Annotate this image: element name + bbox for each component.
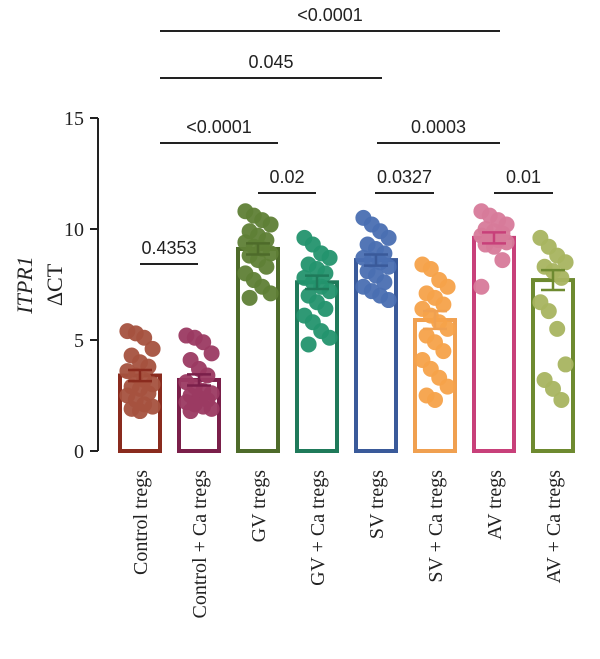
point-7-6 [553,269,570,286]
category-label-3: GV + Ca tregs [307,470,329,586]
point-5-17 [439,378,456,395]
point-3-18 [300,336,317,353]
y-tick-label-10: 10 [64,219,84,241]
point-6-13 [494,252,511,269]
bars-layer [118,235,575,453]
point-2-13 [258,258,275,275]
category-label-2: GV tregs [248,470,270,543]
point-4-3 [380,229,397,246]
point-5-3 [439,278,456,295]
point-2-10 [262,245,279,262]
point-5-6 [435,296,452,313]
point-2-3 [262,216,279,233]
point-3-6 [317,265,334,282]
p-value-label-3: 0.01 [506,167,541,187]
y-tick-label-5: 5 [74,330,84,352]
category-label-7: AV + Ca tregs [543,470,565,584]
category-label-1: Control + Ca tregs [189,470,211,619]
point-5-19 [427,391,443,408]
point-6-14 [473,278,490,295]
category-labels: Control tregs Control + Ca tregs GV tregs G… [130,470,565,619]
category-label-0: Control tregs [130,470,152,575]
y-tick-label-0: 0 [74,441,84,463]
point-2-17 [262,285,279,302]
error-bars-layer [128,231,565,387]
point-5-1 [422,260,439,277]
point-7-8 [540,303,557,320]
point-3-17 [321,329,338,346]
point-7-10 [557,356,574,373]
y-axis-label: ITPR1 ΔCT [12,256,67,314]
point-1-18 [182,403,199,420]
y-tick-label-15: 15 [64,108,84,130]
point-1-2 [195,334,212,351]
point-3-10 [321,283,338,300]
p-value-label-7: <0.0001 [297,5,363,25]
category-label-4: SV tregs [366,470,388,539]
point-7-9 [549,320,566,337]
p-value-label-0: 0.4353 [141,238,196,258]
p-value-label-4: <0.0001 [186,117,252,137]
point-3-3 [321,249,338,266]
point-5-13 [435,343,452,360]
y-axis-label-line2: ΔCT [42,263,67,306]
point-3-13 [317,300,334,317]
p-value-label-5: 0.0003 [411,117,466,137]
point-5-10 [439,320,456,337]
point-4-10 [380,258,397,275]
p-value-label-2: 0.0327 [377,167,432,187]
bar-6 [472,235,516,453]
point-0-3 [144,340,161,357]
point-6-10 [498,234,515,251]
point-1-3 [203,345,220,362]
category-label-6: AV tregs [484,470,506,540]
point-2-18 [241,289,258,306]
point-7-13 [553,391,570,408]
point-7-12 [545,380,561,397]
point-0-17 [144,398,161,415]
point-4-13 [376,274,393,291]
point-4-17 [380,292,397,309]
p-value-label-6: 0.045 [248,52,293,72]
y-axis: 0 5 10 15 [64,108,99,463]
y-axis-label-line1: ITPR1 [12,256,37,314]
point-0-19 [132,403,148,420]
category-label-5: SV + Ca tregs [425,470,447,583]
point-7-3 [557,254,574,271]
significance-brackets: 0.4353 0.02 0.0327 0.01 <0.0001 0.0003 0.045 <0… [140,5,553,265]
p-value-label-1: 0.02 [269,167,304,187]
point-1-17 [203,400,220,417]
point-0-2 [136,329,153,346]
